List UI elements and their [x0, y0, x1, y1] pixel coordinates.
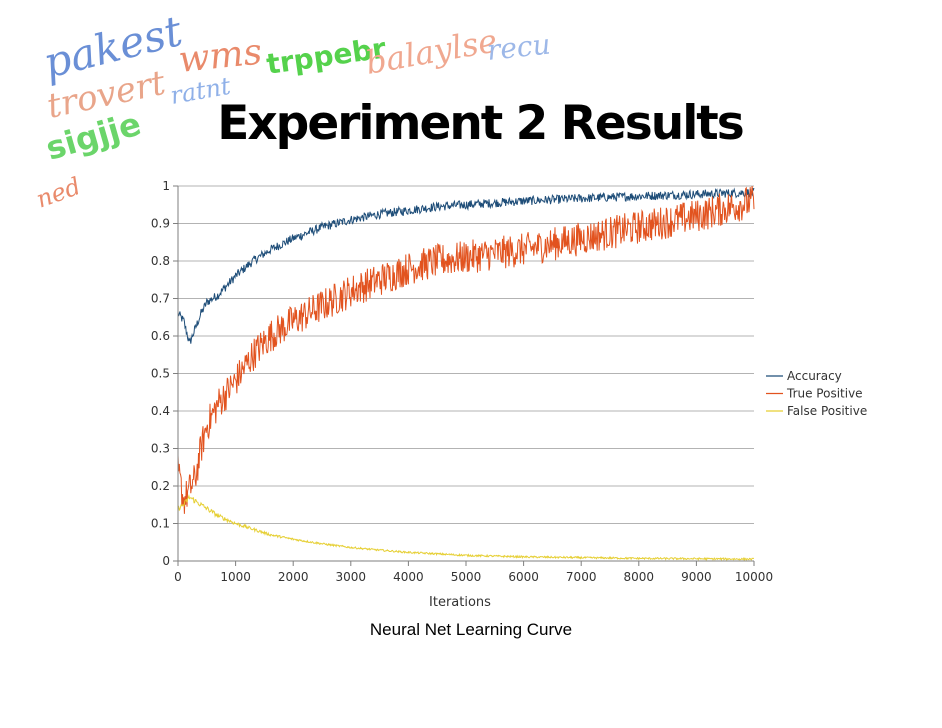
- x-tick-label: 0: [174, 570, 182, 584]
- captcha-word: recu: [485, 27, 552, 66]
- x-tick-label: 3000: [336, 570, 367, 584]
- x-tick-label: 6000: [508, 570, 539, 584]
- legend-label: False Positive: [787, 404, 867, 418]
- x-tick-label: 7000: [566, 570, 597, 584]
- y-tick-label: 0.3: [151, 442, 170, 456]
- y-tick-label: 1: [162, 179, 170, 193]
- x-tick-label: 1000: [220, 570, 251, 584]
- x-tick-label: 8000: [624, 570, 655, 584]
- chart-grid: [178, 185, 754, 524]
- slide-title: Experiment 2 Results: [217, 96, 745, 151]
- y-tick-label: 0.6: [151, 329, 170, 343]
- series-line-true-positive: [177, 185, 755, 514]
- legend-label: True Positive: [786, 387, 863, 401]
- series-line-accuracy: [177, 187, 755, 344]
- x-tick-label: 5000: [451, 570, 482, 584]
- y-tick-label: 0.2: [151, 479, 170, 493]
- chart-caption: Neural Net Learning Curve: [369, 620, 573, 639]
- y-tick-label: 0: [162, 554, 170, 568]
- chart-legend: Accuracy True Positive False Positive: [766, 369, 867, 418]
- x-tick-label: 10000: [735, 570, 773, 584]
- y-tick-label: 0.1: [151, 517, 170, 531]
- y-tick-label: 0.9: [151, 217, 170, 231]
- x-tick-label: 4000: [393, 570, 424, 584]
- x-axis-ticks: 0 1000 2000 3000 4000 5000 6000 7000 8000 9000 100…: [174, 561, 773, 584]
- chart-series: [177, 185, 755, 562]
- y-tick-label: 0.8: [151, 254, 170, 268]
- x-axis-label: Iterations: [429, 595, 491, 610]
- y-tick-label: 0.7: [151, 292, 170, 306]
- legend-label: Accuracy: [787, 369, 842, 383]
- x-tick-label: 2000: [278, 570, 309, 584]
- y-axis-ticks: 0 0.1 0.2 0.3 0.4 0.5 0.6 0.7 0.8 0.9 1: [151, 179, 178, 568]
- x-tick-label: 9000: [681, 570, 712, 584]
- y-tick-label: 0.5: [151, 367, 170, 381]
- series-line-false-positive: [177, 494, 755, 562]
- captcha-words-image: pakest wms trppebr balaylse recu trovert…: [32, 6, 552, 214]
- captcha-word: wms: [177, 31, 264, 80]
- y-tick-label: 0.4: [151, 404, 170, 418]
